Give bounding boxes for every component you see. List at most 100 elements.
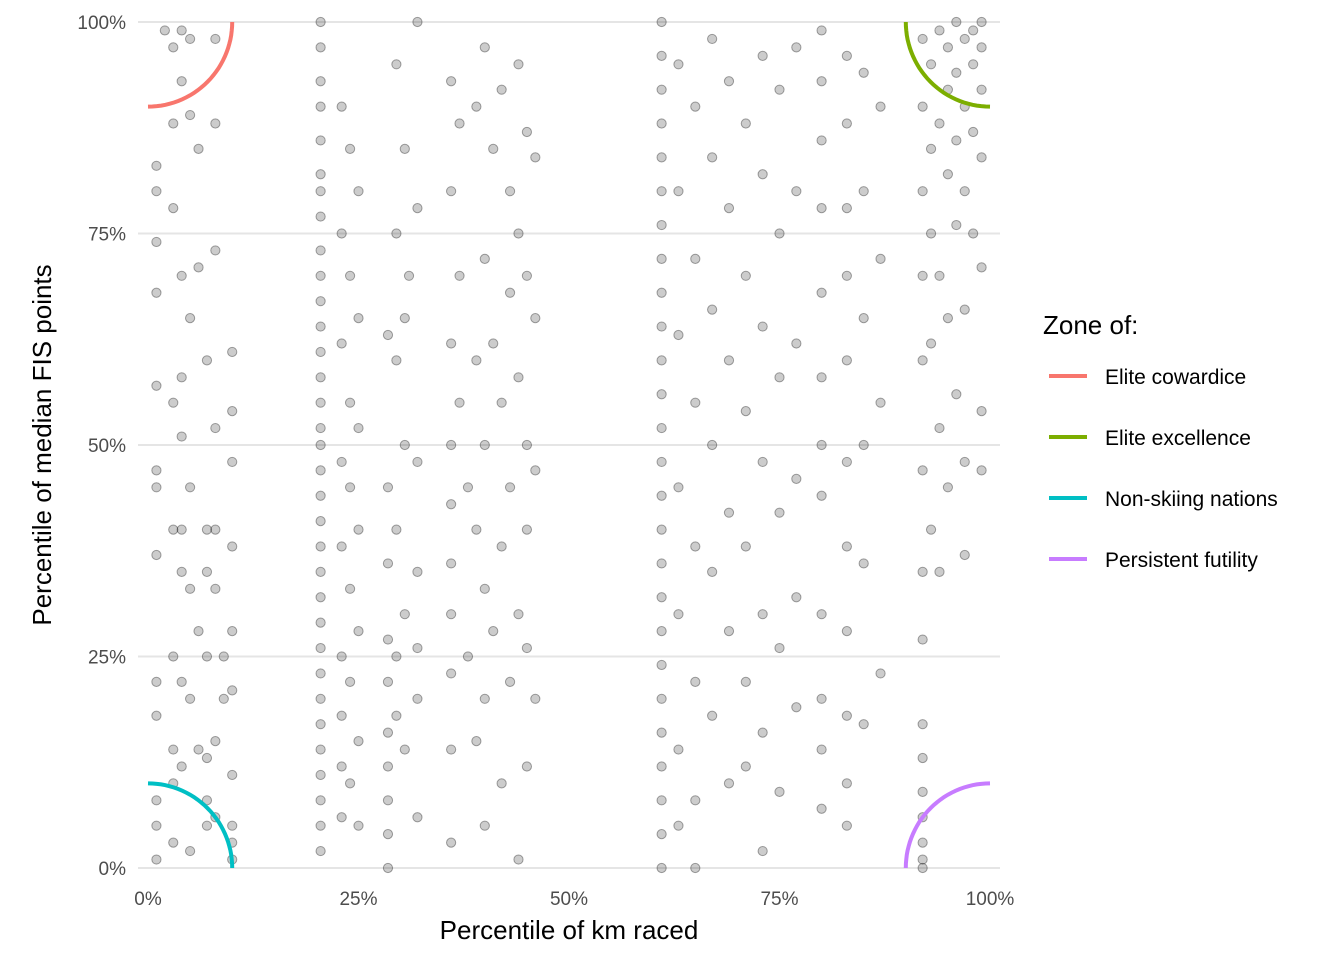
data-point	[875, 101, 886, 112]
data-point	[934, 422, 945, 434]
data-point	[707, 566, 718, 578]
gridlines	[138, 21, 1000, 869]
data-point	[816, 490, 827, 501]
data-point	[454, 270, 465, 281]
data-point	[315, 439, 326, 451]
data-point	[336, 456, 347, 468]
data-point	[513, 854, 524, 865]
data-point	[917, 566, 928, 578]
data-point	[344, 676, 356, 687]
data-point	[656, 659, 667, 671]
data-point	[315, 769, 326, 781]
data-point	[917, 719, 928, 730]
data-point	[344, 397, 356, 408]
data-point	[976, 465, 987, 476]
data-point	[315, 16, 326, 28]
data-point	[168, 118, 179, 129]
data-point	[176, 270, 187, 281]
data-point	[315, 566, 326, 578]
data-point	[740, 270, 751, 281]
data-point	[690, 253, 701, 264]
data-point	[185, 109, 196, 121]
data-point	[210, 33, 221, 45]
data-point	[707, 439, 718, 451]
legend: Zone of: Elite cowardice Elite excellence…	[1043, 310, 1278, 572]
data-point	[841, 541, 852, 552]
data-point	[391, 355, 402, 366]
data-point	[210, 422, 221, 434]
data-point	[471, 736, 482, 747]
data-point	[353, 820, 364, 831]
data-point	[976, 16, 987, 28]
data-point	[399, 143, 410, 154]
data-point	[934, 118, 945, 129]
y-tick-label: 100%	[77, 13, 126, 34]
data-point	[723, 203, 735, 214]
data-point	[488, 338, 499, 349]
data-point	[218, 651, 229, 662]
data-point	[925, 524, 937, 535]
data-point	[412, 642, 423, 654]
data-point	[315, 169, 326, 180]
data-point	[513, 228, 524, 239]
data-point	[816, 76, 827, 87]
data-point	[504, 676, 516, 687]
data-point	[656, 761, 667, 772]
data-point	[210, 245, 221, 256]
data-point	[707, 152, 718, 163]
data-point	[315, 719, 326, 730]
data-point	[479, 42, 490, 53]
data-point	[151, 795, 162, 806]
data-point	[757, 845, 768, 857]
data-point	[151, 549, 162, 561]
data-point	[656, 389, 667, 400]
data-point	[841, 270, 852, 281]
data-point	[791, 186, 802, 197]
data-point	[201, 820, 213, 831]
data-point	[925, 143, 937, 154]
data-point	[656, 321, 667, 332]
data-point	[382, 329, 394, 341]
data-point	[690, 101, 701, 112]
data-point	[412, 203, 423, 214]
data-point	[521, 126, 533, 138]
data-point	[315, 744, 326, 755]
data-point	[315, 76, 326, 87]
data-point	[479, 693, 490, 704]
data-point	[530, 693, 541, 704]
data-point	[774, 642, 785, 654]
data-point	[382, 727, 394, 738]
data-point	[315, 465, 326, 476]
data-point	[673, 820, 684, 831]
legend-label: Persistent futility	[1105, 549, 1258, 572]
data-point	[723, 507, 735, 518]
data-point	[934, 566, 945, 578]
data-point	[791, 592, 802, 603]
data-point	[690, 541, 701, 552]
data-point	[656, 626, 667, 637]
data-point	[917, 101, 928, 112]
data-point	[521, 524, 533, 535]
data-point	[723, 626, 735, 637]
data-point	[344, 270, 356, 281]
data-point	[841, 820, 852, 831]
data-point	[917, 862, 928, 874]
data-point	[336, 228, 347, 239]
data-point	[412, 566, 423, 578]
data-point	[479, 820, 490, 831]
data-point	[382, 634, 394, 645]
data-point	[315, 42, 326, 53]
data-point	[176, 431, 187, 442]
data-point	[382, 558, 394, 569]
y-tick-label: 75%	[88, 225, 126, 246]
data-point	[227, 406, 238, 417]
x-axis-ticks: 0% 25% 50% 75% 100%	[134, 889, 1014, 910]
data-point	[336, 101, 347, 112]
data-point	[479, 253, 490, 264]
data-point	[513, 372, 524, 383]
data-point	[471, 101, 482, 112]
data-point	[399, 313, 410, 324]
x-tick-label: 75%	[760, 889, 798, 910]
data-point	[757, 50, 768, 61]
data-point	[399, 439, 410, 451]
